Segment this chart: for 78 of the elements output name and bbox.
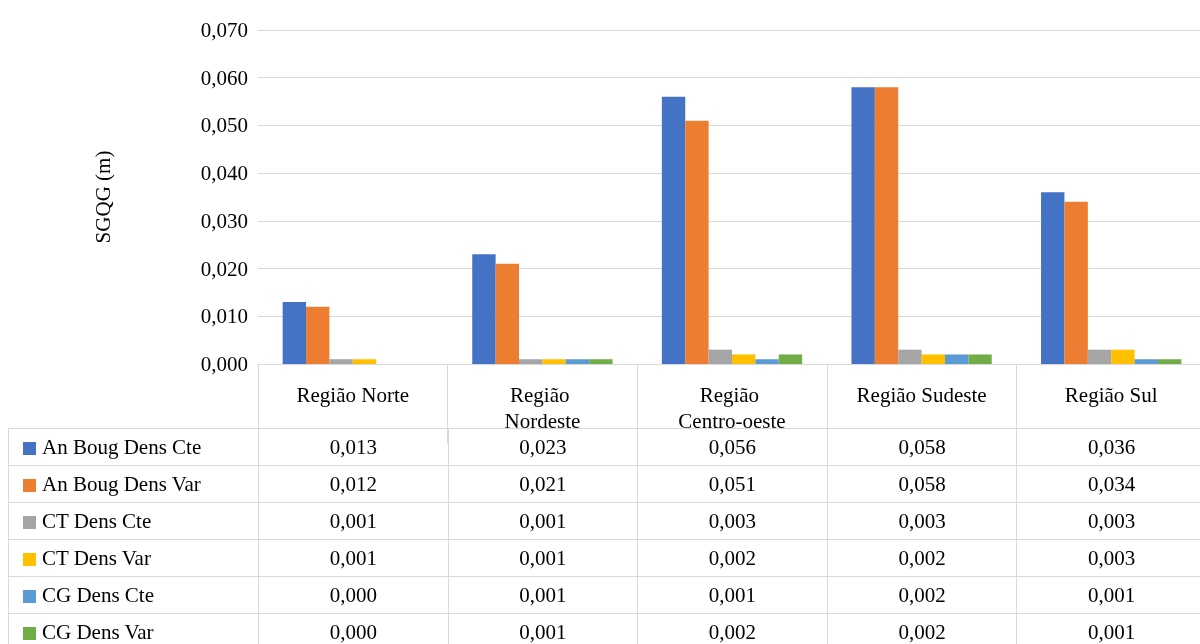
data-label: 0,012 bbox=[258, 465, 449, 503]
bar bbox=[472, 254, 496, 364]
data-label: 0,002 bbox=[827, 576, 1017, 614]
legend-label: CT Dens Var bbox=[42, 545, 151, 570]
data-label: 0,001 bbox=[448, 539, 638, 577]
bar bbox=[921, 354, 945, 364]
bar bbox=[589, 359, 613, 364]
legend-label: CT Dens Cte bbox=[42, 508, 152, 533]
bar bbox=[851, 87, 875, 364]
data-label: 0,002 bbox=[827, 539, 1017, 577]
y-tick-label: 0,040 bbox=[200, 161, 248, 186]
bar bbox=[565, 359, 590, 364]
data-label: 0,002 bbox=[827, 613, 1017, 644]
x-tick-label: Região Nordeste bbox=[504, 383, 581, 433]
bar bbox=[778, 354, 803, 364]
legend-label: An Boug Dens Var bbox=[42, 471, 201, 496]
data-label: 0,001 bbox=[448, 502, 638, 540]
data-label: 0,001 bbox=[448, 613, 638, 644]
data-label: 0,001 bbox=[448, 576, 638, 614]
data-label: 0,003 bbox=[827, 502, 1017, 540]
bar bbox=[282, 301, 307, 364]
bar bbox=[352, 359, 377, 364]
y-tick-label: 0,010 bbox=[200, 304, 248, 329]
bar bbox=[968, 354, 992, 364]
data-label: 0,001 bbox=[1016, 576, 1200, 614]
bar bbox=[1111, 349, 1135, 364]
y-axis-title: SGQG (m) bbox=[90, 150, 115, 244]
y-tick-label: 0,050 bbox=[200, 113, 248, 138]
data-label: 0,000 bbox=[258, 576, 449, 614]
x-tick-label: Região Sul bbox=[1064, 383, 1158, 407]
data-label: 0,036 bbox=[1016, 428, 1200, 466]
data-label: 0,001 bbox=[637, 576, 828, 614]
legend-label: CG Dens Cte bbox=[42, 582, 154, 607]
y-tick-label: 0,070 bbox=[200, 18, 248, 42]
bar bbox=[1064, 201, 1088, 364]
data-label: 0,034 bbox=[1016, 465, 1200, 503]
bar bbox=[1041, 192, 1065, 364]
bar bbox=[1134, 359, 1158, 364]
x-tick-label: Região Centro-oeste bbox=[678, 383, 786, 433]
bar bbox=[661, 96, 686, 364]
data-label: 0,002 bbox=[637, 539, 828, 577]
data-label: 0,058 bbox=[827, 465, 1017, 503]
bar bbox=[755, 359, 779, 364]
bar bbox=[685, 120, 709, 364]
data-label: 0,023 bbox=[519, 434, 567, 459]
y-tick-label: 0,060 bbox=[200, 65, 248, 90]
data-label: 0,056 bbox=[708, 434, 757, 459]
data-label: 0,001 bbox=[258, 539, 449, 577]
bar bbox=[1157, 359, 1182, 364]
data-label: 0,000 bbox=[258, 613, 449, 644]
bar bbox=[708, 349, 732, 364]
data-label: 0,003 bbox=[1016, 502, 1200, 540]
legend-label: An Boug Dens Cte bbox=[42, 434, 202, 459]
bar bbox=[944, 354, 969, 364]
data-label: 0,013 bbox=[258, 428, 449, 466]
bar bbox=[732, 354, 756, 364]
data-label: 0,003 bbox=[637, 502, 828, 540]
data-label: 0,001 bbox=[258, 502, 449, 540]
legend-label: CG Dens Var bbox=[42, 619, 154, 644]
bar bbox=[329, 359, 353, 364]
data-label: 0,051 bbox=[637, 465, 828, 503]
data-label: 0,058 bbox=[827, 428, 1017, 466]
y-tick-label: 0,020 bbox=[200, 256, 248, 281]
data-label: 0,021 bbox=[448, 465, 638, 503]
y-tick-label: 0,030 bbox=[200, 208, 248, 233]
bar bbox=[495, 263, 520, 364]
x-tick-label: Região Sudeste bbox=[856, 383, 987, 407]
bar bbox=[898, 349, 922, 364]
data-label: 0,002 bbox=[637, 613, 828, 644]
x-tick-label: Região Norte bbox=[296, 383, 410, 407]
data-label: 0,003 bbox=[1016, 539, 1200, 577]
bar bbox=[306, 306, 330, 364]
bar bbox=[542, 359, 566, 364]
y-tick-label: 0,000 bbox=[200, 352, 248, 376]
bar bbox=[1087, 349, 1112, 364]
bar bbox=[519, 359, 543, 364]
data-label: 0,001 bbox=[1016, 613, 1200, 644]
bar bbox=[874, 87, 899, 364]
